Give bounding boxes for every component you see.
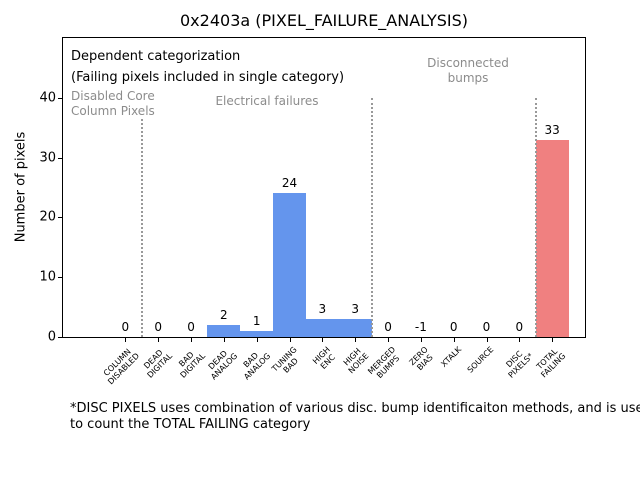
- x-tick-label-high-enc: HIGH ENC: [310, 345, 337, 371]
- x-tick-label-xtalk: XTALK: [439, 345, 464, 369]
- x-tick: [519, 338, 521, 342]
- region-label-disabled-core-line1: Disabled Core: [71, 89, 155, 103]
- region-label-disconnected-bumps: Disconnected bumps: [427, 56, 509, 86]
- y-axis-label: Number of pixels: [13, 131, 29, 243]
- footnote-line2: to count the TOTAL FAILING category: [70, 416, 311, 432]
- x-tick: [322, 338, 324, 342]
- y-tick-label: 0: [47, 329, 56, 345]
- x-tick: [420, 338, 422, 342]
- annotation-failing-pixels-note: (Failing pixels included in single categ…: [71, 70, 345, 85]
- x-tick: [158, 338, 160, 342]
- x-tick-label-bad-analog: BAD ANALOG: [241, 350, 273, 382]
- x-tick-label-disc-pixels: DISC PIXELS*: [504, 349, 536, 380]
- chart-title: 0x2403a (PIXEL_FAILURE_ANALYSIS): [180, 11, 468, 30]
- x-tick: [552, 338, 554, 342]
- y-tick-label: 40: [39, 90, 56, 106]
- x-tick-label-total-failing: TOTAL FAILING: [535, 346, 568, 380]
- x-tick-label-merged-bumps: MERGED BUMPS: [366, 345, 402, 381]
- footnote: *DISC PIXELS uses combination of various…: [70, 401, 640, 432]
- x-tick: [486, 338, 488, 342]
- y-tick-label: 30: [39, 150, 56, 166]
- x-tick: [289, 338, 291, 342]
- x-tick: [256, 338, 258, 342]
- x-tick-label-tuning-bad: TUNING BAD: [270, 345, 301, 375]
- region-label-disabled-core-line2: Column Pixels: [71, 104, 155, 118]
- x-tick: [388, 338, 390, 342]
- x-tick-label-high-noise: HIGH NOISE: [342, 346, 371, 376]
- plot-area: Dependent categorization (Failing pixels…: [62, 37, 586, 338]
- y-tick-label: 10: [39, 269, 56, 285]
- x-tick: [453, 338, 455, 342]
- x-tick: [191, 338, 193, 342]
- x-tick-label-dead-analog: DEAD ANALOG: [206, 348, 240, 382]
- x-tick: [355, 338, 357, 342]
- x-tick-label-source: SOURCE: [466, 345, 496, 375]
- x-tick-label-dead-digital: DEAD DIGITAL: [142, 347, 174, 380]
- region-label-electrical-failures: Electrical failures: [215, 94, 319, 109]
- region-label-disconnected-line2: bumps: [447, 71, 489, 85]
- footnote-line1: *DISC PIXELS uses combination of various…: [70, 401, 640, 416]
- x-tick-label-zero-bias: ZERO BIAS: [408, 345, 436, 373]
- x-tick-label-bad-digital: BAD DIGITAL: [176, 350, 207, 380]
- x-tick-label-column-disabled: COLUMN DISABLED: [101, 347, 142, 387]
- y-tick-label: 20: [39, 209, 56, 225]
- region-label-disconnected-line1: Disconnected: [427, 56, 509, 70]
- x-tick: [125, 338, 127, 342]
- x-tick: [223, 338, 225, 342]
- region-label-disabled-core-column-pixels: Disabled Core Column Pixels: [71, 89, 155, 119]
- annotation-dependent-categorization: Dependent categorization: [71, 49, 241, 64]
